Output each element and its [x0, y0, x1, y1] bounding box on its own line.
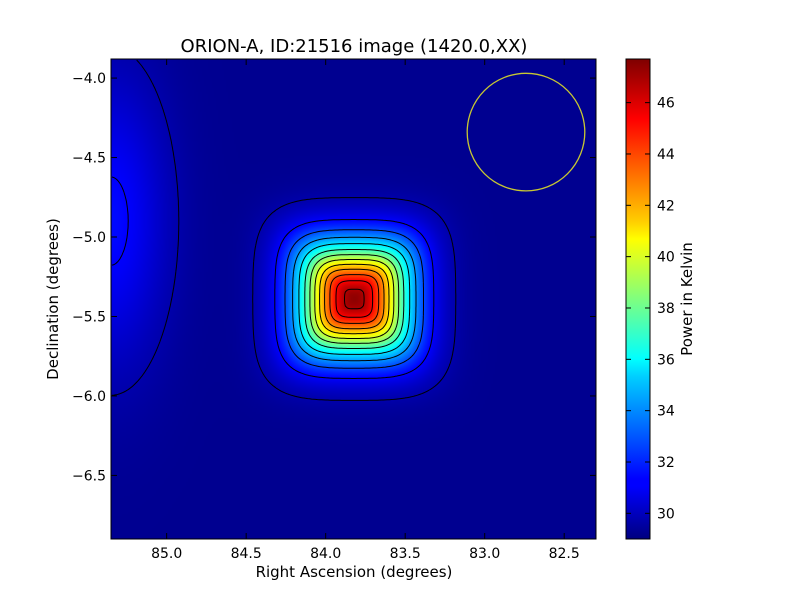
x-tick-label: 83.0	[469, 546, 500, 562]
plot-area: 85.0 84.5 84.0 83.5 83.0 82.5 −4.0 −4.5 −5.0 −5.…	[72, 58, 597, 562]
colorbar-tick-label: 46	[657, 96, 675, 112]
colorbar-gradient	[625, 58, 651, 540]
contour-line	[329, 274, 380, 324]
contour-line	[111, 176, 435, 379]
chart-title: ORION-A, ID:21516 image (1420.0,XX)	[181, 36, 528, 57]
contour-line	[319, 263, 390, 335]
x-tick-label: 82.5	[549, 546, 580, 562]
heatmap-image	[111, 59, 596, 539]
contour-line	[324, 268, 385, 330]
colorbar: 30 32 34 36 38 40 42 44 46 Power in Kelvin	[625, 58, 696, 540]
contour-line	[344, 288, 365, 310]
y-axis-label: Declination (degrees)	[44, 218, 62, 380]
contour-line	[298, 243, 411, 355]
contour-line	[111, 59, 457, 401]
colorbar-tick-label: 30	[657, 506, 675, 522]
contour-lines	[111, 59, 457, 401]
colorbar-tick-label: 36	[657, 352, 675, 368]
colorbar-ticks: 30 32 34 36 38 40 42 44 46	[626, 96, 675, 522]
contour-line	[335, 280, 374, 318]
colorbar-label: Power in Kelvin	[678, 242, 696, 356]
y-tick-label: −4.5	[72, 151, 106, 167]
colorbar-tick-label: 44	[657, 147, 675, 163]
contour-line	[314, 259, 395, 339]
y-tick-label: −5.5	[72, 309, 106, 325]
colorbar-tick-label: 34	[657, 404, 675, 420]
colorbar-tick-label: 40	[657, 250, 675, 266]
y-axis: −4.0 −4.5 −5.0 −5.5 −6.0 −6.5	[72, 71, 596, 484]
x-axis-label: Right Ascension (degrees)	[256, 563, 453, 581]
contour-line	[304, 249, 405, 349]
contour-line	[284, 229, 424, 369]
x-tick-label: 84.5	[231, 546, 262, 562]
y-tick-label: −4.0	[72, 71, 106, 87]
x-tick-label: 84.0	[310, 546, 341, 562]
colorbar-tick-label: 42	[657, 198, 675, 214]
contour-line	[292, 236, 417, 362]
contour-line	[309, 254, 400, 344]
y-tick-label: −6.0	[72, 389, 106, 405]
colorbar-tick-label: 32	[657, 455, 675, 471]
y-tick-label: −5.0	[72, 230, 106, 246]
x-axis: 85.0 84.5 84.0 83.5 83.0 82.5	[151, 59, 580, 562]
beam-circle	[466, 72, 586, 192]
colorbar-tick-label: 38	[657, 301, 675, 317]
y-tick-label: −6.5	[72, 468, 106, 484]
x-tick-label: 85.0	[151, 546, 182, 562]
plot-frame	[110, 58, 597, 540]
x-tick-label: 83.5	[390, 546, 421, 562]
